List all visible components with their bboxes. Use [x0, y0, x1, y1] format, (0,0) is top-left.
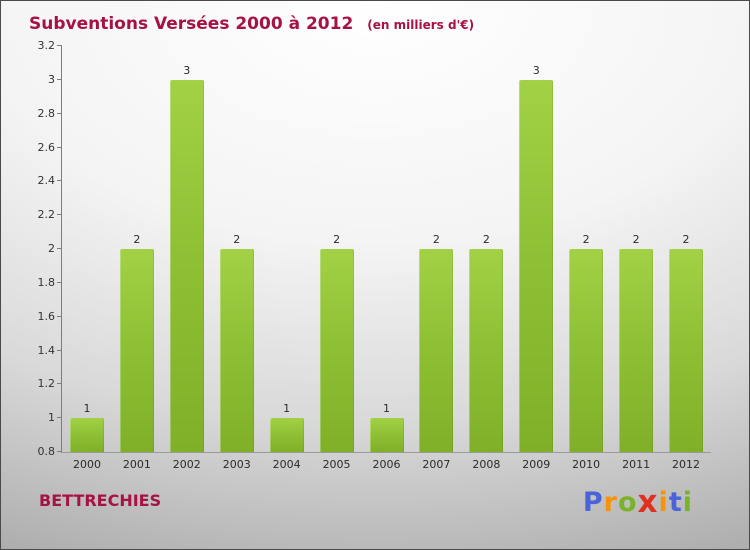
bar-2010: [569, 249, 604, 452]
bar-value-label: 2: [233, 233, 241, 246]
x-tick-label: 2007: [422, 458, 451, 471]
y-tick-mark: [57, 349, 62, 351]
x-tick-label: 2000: [72, 458, 101, 471]
x-tick-label: 2004: [272, 458, 301, 471]
y-tick-mark: [57, 451, 62, 452]
y-tick-label: 2.8: [37, 106, 56, 120]
bar-2008: [469, 249, 504, 452]
y-tick-label: 1.8: [37, 275, 56, 289]
y-tick-mark: [57, 214, 62, 216]
bar-value-label: 2: [482, 233, 490, 246]
chart-subtitle: (en milliers d'€): [367, 18, 475, 32]
logo-letter: t: [668, 487, 683, 518]
y-tick-mark: [57, 248, 62, 249]
chart-header: Subventions Versées 2000 à 2012 (en milli…: [29, 14, 474, 34]
bar-2002: [169, 79, 204, 452]
y-tick-label: 1.6: [37, 309, 56, 323]
bar-2011: [619, 249, 654, 452]
bar-value-label: 1: [382, 402, 390, 416]
bar-value-label: 1: [83, 402, 91, 416]
bar-2012: [669, 249, 704, 452]
y-tick-mark: [57, 383, 62, 385]
x-tick-label: 2008: [472, 458, 501, 471]
bar-value-label: 2: [133, 233, 141, 246]
x-tick-label: 2001: [122, 458, 151, 471]
y-tick-label: 2.2: [37, 208, 56, 222]
x-tick-label: 2006: [372, 458, 401, 471]
y-tick-label: 1: [48, 411, 55, 425]
x-tick-label: 2012: [672, 458, 701, 471]
y-tick-mark: [57, 281, 62, 283]
bar-2001: [119, 249, 154, 452]
logo-letter: x: [637, 484, 659, 520]
logo-letter: P: [582, 487, 604, 518]
logo-letter: i: [658, 487, 669, 518]
y-tick-label: 3.2: [37, 39, 56, 52]
bar-value-label: 3: [183, 63, 191, 77]
y-tick-mark: [57, 112, 62, 114]
bar-2000: [69, 418, 104, 452]
y-tick-label: 3: [48, 72, 55, 86]
bar-2004: [269, 418, 304, 452]
y-tick-mark: [57, 417, 62, 419]
y-tick-label: 1.4: [37, 343, 56, 357]
commune-label: BETTRECHIES: [39, 491, 162, 510]
bar-2005: [319, 249, 354, 452]
bar-2006: [369, 418, 404, 452]
y-tick-mark: [57, 180, 62, 182]
y-tick-mark: [57, 78, 62, 80]
x-tick-label: 2002: [172, 458, 201, 471]
bar-value-label: 2: [682, 233, 690, 246]
logo-letter: r: [603, 487, 618, 518]
y-tick-label: 2: [48, 242, 55, 255]
x-tick-label: 2003: [222, 458, 251, 471]
logo-letter: o: [617, 487, 638, 518]
y-tick-mark: [57, 315, 62, 317]
bar-value-label: 2: [582, 233, 590, 246]
bar-value-label: 2: [632, 233, 640, 246]
y-tick-mark: [57, 146, 62, 148]
y-tick-label: 2.4: [37, 174, 56, 188]
proxiti-logo: Proxiti: [582, 483, 693, 520]
logo-letter: i: [682, 487, 693, 518]
x-tick-label: 2009: [522, 458, 551, 471]
y-tick-label: 2.6: [37, 140, 56, 154]
plot-area: 0.8 1 1.2 1.4 1.6 1.8 2 2.2 2.4 2.6 2.8 3 3.2 1 2000 2 2…: [38, 39, 711, 471]
x-tick-label: 2011: [622, 458, 651, 471]
y-tick-label: 0.8: [37, 445, 56, 458]
bar-2003: [219, 249, 254, 452]
bar-value-label: 2: [432, 233, 440, 246]
chart-title: Subventions Versées 2000 à 2012: [29, 14, 354, 34]
x-tick-label: 2010: [572, 458, 601, 471]
bar-value-label: 1: [283, 402, 291, 416]
bar-2009: [519, 79, 554, 452]
y-tick-mark: [57, 45, 62, 46]
bar-value-label: 3: [532, 63, 540, 77]
x-tick-label: 2005: [322, 458, 351, 471]
bar-2007: [419, 249, 454, 452]
bar-value-label: 2: [333, 233, 341, 246]
y-tick-label: 1.2: [37, 377, 56, 391]
